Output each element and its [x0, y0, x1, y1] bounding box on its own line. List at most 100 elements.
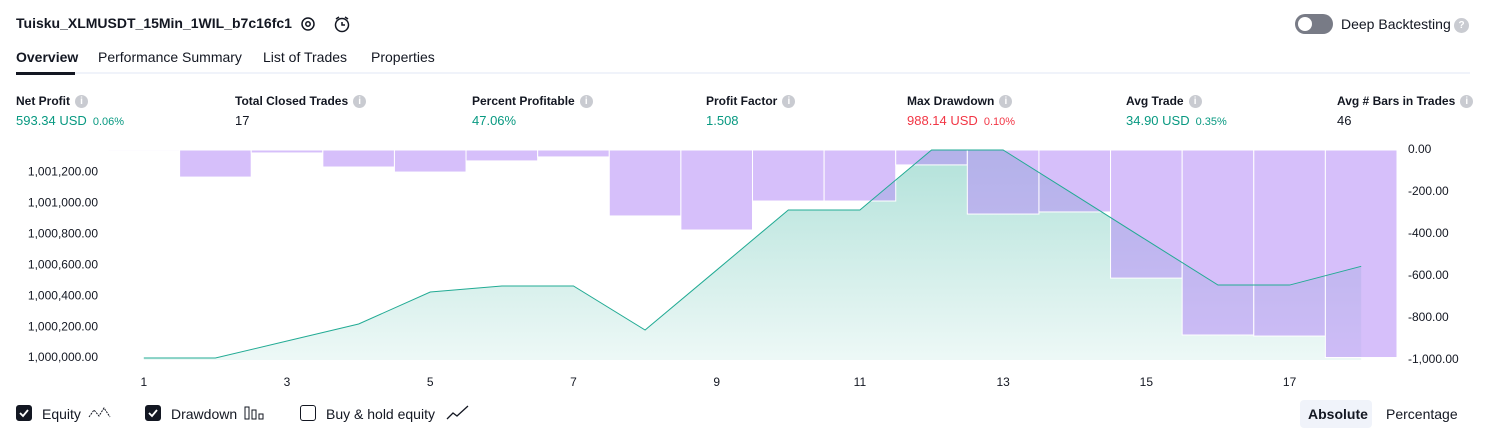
drawdown-bar — [107, 149, 181, 152]
y2-tick-label: -1,000.00 — [1408, 352, 1459, 366]
y-tick-label: 1,000,400.00 — [28, 288, 98, 302]
help-icon[interactable]: ? — [1454, 18, 1469, 33]
metric-label: Avg # Bars in Trades — [1337, 94, 1456, 108]
drawdown-bar — [966, 149, 1040, 215]
metric-value: 17 — [235, 113, 249, 128]
info-icon[interactable]: i — [579, 95, 593, 108]
x-tick-label: 1 — [140, 375, 147, 389]
metric-number: 988.14 USD — [907, 113, 978, 128]
drawdown-bar — [1110, 149, 1183, 279]
metric-label: Net Profit — [16, 94, 70, 108]
metric-label-row: Profit Factor i — [706, 94, 796, 108]
drawdown-bar — [1324, 149, 1398, 359]
metric-number: 47.06% — [472, 113, 517, 128]
mode-selected-bg — [1300, 400, 1372, 428]
metric-label-row: Avg Trade i — [1126, 94, 1202, 108]
drawdown-bar — [823, 149, 897, 202]
mode-button[interactable]: Percentage — [1386, 406, 1458, 422]
metric-value: 47.06% — [472, 113, 516, 128]
y2-tick-label: -800.00 — [1408, 310, 1449, 324]
drawdown-bar — [179, 149, 252, 178]
checkbox[interactable] — [145, 405, 161, 421]
y-tick-label: 1,000,800.00 — [28, 227, 98, 241]
mode-button[interactable]: Absolute — [1308, 406, 1368, 422]
drawdown-bar — [393, 149, 467, 173]
drawdown-bar — [322, 149, 395, 168]
drawdown-bar — [895, 149, 968, 166]
metric-label-row: Max Drawdown i — [907, 94, 1013, 108]
drawdown-bar — [465, 149, 539, 162]
checkbox[interactable] — [300, 405, 316, 421]
metric-percent: 0.10% — [983, 116, 1016, 128]
drawdown-bar — [680, 149, 754, 231]
tab[interactable]: Performance Summary — [98, 49, 242, 65]
metric-percent: 0.35% — [1195, 116, 1227, 128]
tab-separator — [16, 72, 1470, 74]
info-icon[interactable]: i — [782, 95, 796, 108]
metric-value: 988.14 USD 0.10% — [907, 113, 1015, 128]
drawdown-bar — [250, 149, 324, 154]
info-icon[interactable]: i — [1460, 95, 1474, 108]
drawdown-bar — [1038, 149, 1112, 213]
metric-value: 34.90 USD 0.35% — [1126, 113, 1227, 128]
drawdown-bar — [1253, 149, 1326, 337]
metric-number: 34.90 USD — [1126, 113, 1190, 128]
legend-label: Drawdown — [171, 406, 238, 422]
tab[interactable]: Overview — [16, 49, 79, 65]
drawdown-bar — [608, 149, 682, 217]
metric-label: Profit Factor — [706, 94, 778, 108]
drawdown-icon — [244, 406, 264, 420]
x-tick-label: 3 — [284, 375, 291, 389]
metric-label: Max Drawdown — [907, 94, 995, 108]
y-tick-label: 1,001,200.00 — [28, 165, 98, 179]
metric-label-row: Avg # Bars in Trades i — [1337, 94, 1474, 108]
metric-label-row: Percent Profitable i — [472, 94, 593, 108]
checkbox[interactable] — [16, 405, 32, 421]
info-icon[interactable]: i — [75, 95, 88, 108]
info-icon[interactable]: i — [1188, 95, 1202, 108]
metric-value: 1.508 — [706, 113, 739, 128]
info-icon[interactable]: i — [999, 95, 1013, 108]
equity-line — [143, 149, 1362, 359]
metric-value: 593.34 USD 0.06% — [16, 113, 124, 128]
toggle-label: Deep Backtesting — [1341, 16, 1451, 32]
x-tick-label: 7 — [570, 375, 577, 389]
metric-value: 46 — [1337, 113, 1351, 128]
tab[interactable]: List of Trades — [263, 49, 348, 65]
metric-label-row: Total Closed Trades i — [235, 94, 367, 108]
x-tick-label: 15 — [1140, 375, 1154, 389]
y2-tick-label: 0.00 — [1408, 142, 1432, 156]
y-tick-label: 1,001,000.00 — [28, 196, 98, 210]
info-icon[interactable]: i — [353, 95, 367, 108]
metric-label: Total Closed Trades — [235, 94, 349, 108]
x-tick-label: 9 — [713, 375, 720, 389]
x-tick-label: 11 — [854, 375, 867, 389]
buy-hold-icon — [446, 405, 469, 420]
y-tick-label: 1,000,000.00 — [28, 350, 98, 364]
metric-label: Percent Profitable — [472, 94, 575, 108]
metric-number: 17 — [235, 113, 250, 128]
toggle[interactable] — [1295, 14, 1333, 34]
drawdown-bar — [752, 149, 825, 202]
equity-icon — [88, 407, 111, 418]
metric-number: 1.508 — [706, 113, 739, 128]
y2-tick-label: -200.00 — [1408, 184, 1449, 198]
drawdown-bar — [537, 149, 610, 158]
x-tick-label: 13 — [996, 375, 1010, 389]
metric-number: 46 — [1337, 113, 1352, 128]
metric-label: Avg Trade — [1126, 94, 1184, 108]
y2-tick-label: -600.00 — [1408, 268, 1449, 282]
drawdown-bar — [1181, 149, 1255, 336]
x-tick-label: 17 — [1283, 375, 1297, 389]
metric-number: 593.34 USD — [16, 113, 87, 128]
metric-percent: 0.06% — [92, 116, 125, 128]
y-tick-label: 1,000,600.00 — [28, 257, 98, 271]
strategy-title: Tuisku_XLMUSDT_15Min_1WIL_b7c16fc1 — [16, 15, 292, 31]
metric-label-row: Net Profit i — [16, 94, 88, 108]
header-icons[interactable] — [298, 14, 356, 34]
active-tab-underline — [16, 72, 75, 75]
tab[interactable]: Properties — [371, 49, 435, 65]
y2-tick-label: -400.00 — [1408, 226, 1449, 240]
